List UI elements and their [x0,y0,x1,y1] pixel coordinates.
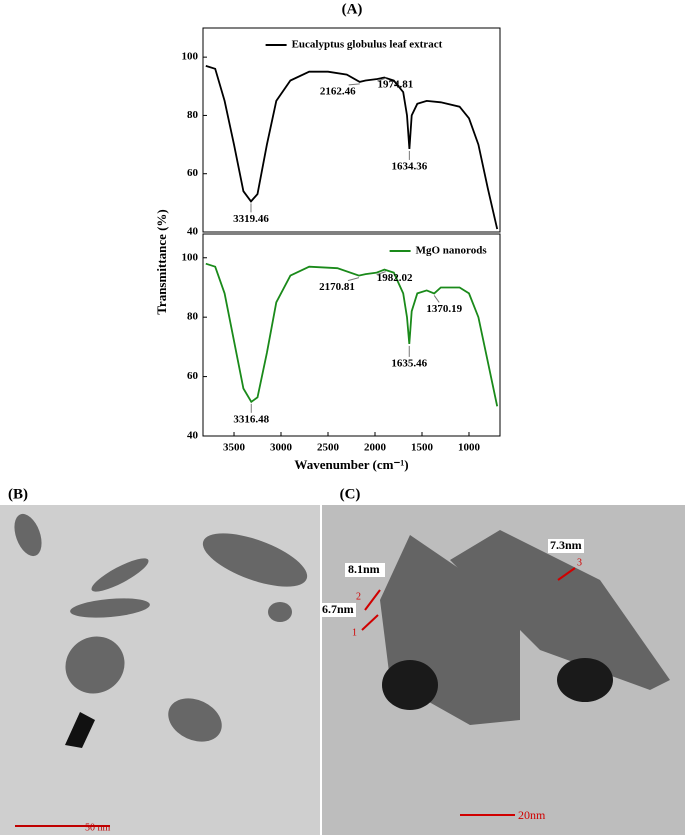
y-axis-label: Transmittance (%) [154,209,169,315]
annotation: 1635.46 [391,357,427,369]
y-tick-label: 80 [187,109,199,121]
y-tick-label: 40 [187,226,199,238]
y-tick-label: 100 [182,251,199,263]
annotation-leader [376,271,386,276]
x-tick-label: 3000 [270,442,293,454]
spectrum-line [205,262,499,407]
annotation-leader [347,277,360,282]
y-tick-label: 40 [187,430,199,442]
annotation: 1974.81 [377,79,413,91]
annotation: 3316.48 [233,413,269,425]
marker-label: 2 [356,591,361,602]
annotation: 3319.46 [233,213,269,225]
annotation: 1370.19 [426,303,462,315]
annotation-leader [433,295,440,303]
panel-label: (A) [342,1,363,17]
x-tick-label: 1000 [458,442,481,454]
plot-frame [202,27,501,233]
measure-label: 7.3nm [550,538,582,552]
x-axis-label: Wavenumber (cm⁻¹) [294,457,408,472]
annotation-leader [377,77,387,82]
marker-label: 3 [577,557,582,568]
legend-label: MgO nanorods [416,245,488,257]
y-tick-label: 60 [187,167,199,179]
plot-frame [202,233,501,437]
spectrum-line [205,65,499,230]
y-tick-label: 80 [187,311,199,323]
x-tick-label: 3500 [223,442,246,454]
x-tick-label: 1500 [411,442,434,454]
legend-label: Eucalyptus globulus leaf extract [292,39,443,51]
annotation: 1634.36 [391,160,427,172]
scale-bar-label: 50 nm [85,822,111,833]
x-tick-label: 2000 [364,442,387,454]
marker-label: 1 [352,627,357,638]
tem-image-b: 50 nm [0,505,320,835]
annotation: 2162.46 [320,85,356,97]
panel-label: (B) [8,486,28,502]
scale-bar-label: 20nm [518,808,546,822]
y-tick-label: 60 [187,370,199,382]
panel-label: (C) [340,486,361,502]
y-tick-label: 100 [182,51,199,63]
annotation: 1982.02 [377,272,413,284]
x-tick-label: 2500 [317,442,340,454]
annotation-leader [348,83,360,86]
annotation: 2170.81 [319,281,355,293]
measure-label: 8.1nm [348,562,380,576]
measure-label: 6.7nm [322,602,354,616]
tem-image-c: 20nm 8.1nm 6.7nm 7.3nm 1 2 3 [320,505,685,835]
